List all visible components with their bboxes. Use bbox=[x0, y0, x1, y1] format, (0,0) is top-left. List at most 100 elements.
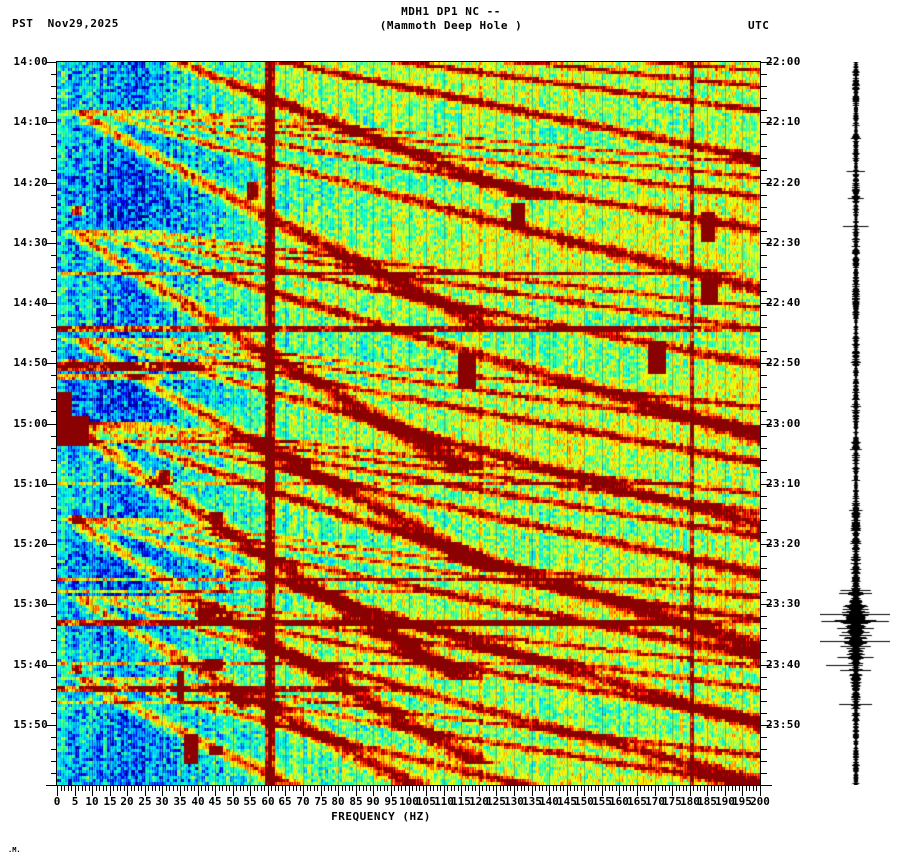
tick bbox=[725, 786, 726, 796]
tick bbox=[46, 785, 57, 786]
tick bbox=[672, 786, 673, 796]
frequency-axis-title: FREQUENCY (HZ) bbox=[331, 810, 431, 823]
tick bbox=[99, 786, 100, 791]
time-label-pst: 15:40 bbox=[13, 658, 48, 671]
time-label-pst: 14:20 bbox=[13, 176, 48, 189]
tick bbox=[633, 786, 634, 791]
tick bbox=[732, 786, 733, 791]
tick bbox=[761, 134, 767, 135]
tick bbox=[761, 351, 767, 352]
tick bbox=[51, 375, 57, 376]
tick bbox=[761, 761, 767, 762]
tick bbox=[542, 786, 543, 791]
tick bbox=[356, 786, 357, 796]
tick bbox=[761, 640, 767, 641]
tick bbox=[430, 786, 431, 791]
time-label-utc: 23:20 bbox=[766, 537, 801, 550]
tick bbox=[761, 399, 767, 400]
frequency-label: 10 bbox=[85, 795, 99, 808]
tick bbox=[761, 255, 767, 256]
time-label-pst: 14:30 bbox=[13, 236, 48, 249]
tick bbox=[366, 786, 367, 791]
tick bbox=[761, 568, 767, 569]
tick bbox=[437, 786, 438, 791]
tick bbox=[307, 786, 308, 791]
tick bbox=[574, 786, 575, 791]
tick bbox=[46, 183, 57, 184]
tick bbox=[405, 786, 406, 791]
plot-border-top bbox=[56, 61, 761, 62]
tick bbox=[51, 291, 57, 292]
tick bbox=[532, 786, 533, 796]
tick bbox=[676, 786, 677, 791]
tick bbox=[222, 786, 223, 791]
frequency-label: 140 bbox=[539, 795, 559, 808]
tick bbox=[51, 749, 57, 750]
frequency-label: 5 bbox=[71, 795, 79, 808]
tick bbox=[363, 786, 364, 791]
tick bbox=[482, 786, 483, 791]
tick bbox=[761, 556, 767, 557]
tick bbox=[412, 786, 413, 791]
tick bbox=[761, 98, 767, 99]
tick bbox=[735, 786, 736, 791]
tick bbox=[51, 387, 57, 388]
tick bbox=[46, 62, 57, 63]
tick bbox=[51, 737, 57, 738]
tick bbox=[623, 786, 624, 791]
tick bbox=[640, 786, 641, 791]
tick bbox=[51, 652, 57, 653]
tick bbox=[208, 786, 209, 791]
tick bbox=[254, 786, 255, 791]
frequency-label: 80 bbox=[331, 795, 345, 808]
tick bbox=[761, 303, 772, 304]
tick bbox=[461, 786, 462, 796]
tick bbox=[454, 786, 455, 791]
tick bbox=[546, 786, 547, 791]
tick bbox=[577, 786, 578, 791]
tick bbox=[51, 74, 57, 75]
tick bbox=[700, 786, 701, 791]
tick bbox=[198, 786, 199, 796]
tick bbox=[117, 786, 118, 791]
tick bbox=[335, 786, 336, 791]
tick bbox=[598, 786, 599, 791]
tick bbox=[761, 520, 767, 521]
frequency-label: 105 bbox=[416, 795, 436, 808]
tick bbox=[51, 207, 57, 208]
header-timezone-date: PST Nov29,2025 bbox=[12, 17, 119, 30]
tick bbox=[761, 86, 767, 87]
tick bbox=[51, 98, 57, 99]
tick bbox=[761, 677, 767, 678]
tick bbox=[155, 786, 156, 791]
tick bbox=[753, 786, 754, 791]
tick bbox=[349, 786, 350, 791]
tick bbox=[75, 786, 76, 796]
tick bbox=[120, 786, 121, 791]
tick bbox=[51, 399, 57, 400]
tick bbox=[187, 786, 188, 791]
tick bbox=[243, 786, 244, 791]
tick bbox=[761, 592, 767, 593]
tick bbox=[761, 460, 767, 461]
header-timezone-left: PST bbox=[12, 17, 34, 30]
tick bbox=[51, 86, 57, 87]
tick bbox=[761, 74, 767, 75]
tick bbox=[761, 713, 767, 714]
tick bbox=[761, 424, 772, 425]
frequency-label: 160 bbox=[609, 795, 629, 808]
tick bbox=[257, 786, 258, 791]
tick bbox=[535, 786, 536, 791]
time-label-utc: 22:10 bbox=[766, 115, 801, 128]
tick bbox=[761, 785, 772, 786]
frequency-label: 25 bbox=[138, 795, 152, 808]
tick bbox=[507, 786, 508, 791]
tick bbox=[669, 786, 670, 791]
tick bbox=[567, 786, 568, 796]
tick bbox=[159, 786, 160, 791]
frequency-label: 135 bbox=[522, 795, 542, 808]
tick bbox=[761, 580, 767, 581]
tick bbox=[398, 786, 399, 791]
tick bbox=[51, 146, 57, 147]
tick bbox=[113, 786, 114, 791]
